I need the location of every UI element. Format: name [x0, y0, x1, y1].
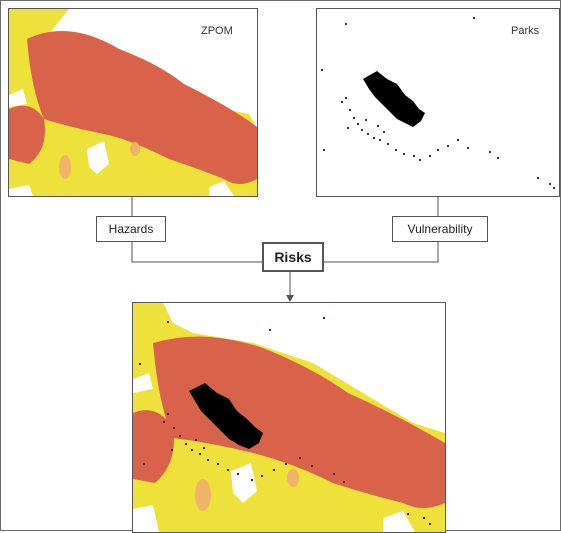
arrow-head — [286, 295, 294, 302]
park-shape — [363, 71, 425, 127]
vulnerability-map-label: Parks — [511, 25, 540, 37]
hazard-map-label: ZPOM — [201, 25, 233, 37]
risks-box: Risks — [262, 242, 324, 272]
hazard-map: ZPOM — [8, 8, 258, 197]
vulnerability-map: Parks — [316, 8, 560, 197]
risk-park-shape — [189, 383, 263, 449]
hazards-box: Hazards — [96, 216, 166, 242]
risk-map — [132, 302, 446, 533]
vulnerability-box: Vulnerability — [392, 216, 488, 242]
